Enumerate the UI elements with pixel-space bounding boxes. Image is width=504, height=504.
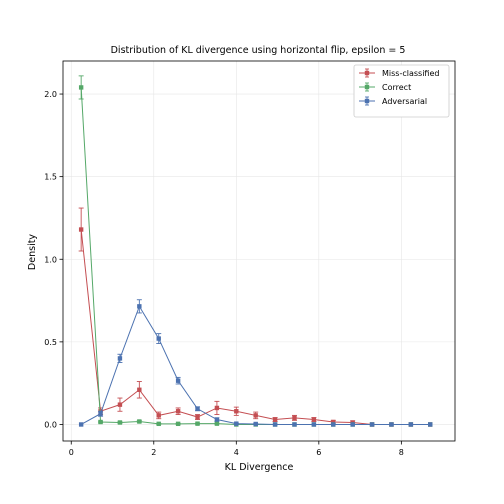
y-tick-label: 0.0 (44, 420, 57, 429)
data-point (175, 421, 181, 427)
legend-label: Adversarial (382, 97, 427, 106)
data-point (175, 378, 181, 383)
data-point (137, 419, 142, 424)
data-point (311, 422, 317, 427)
legend-label: Correct (382, 83, 411, 92)
data-point (175, 409, 181, 414)
legend-marker (364, 70, 370, 76)
data-point (214, 405, 220, 411)
data-point (350, 422, 355, 427)
data-point (272, 417, 278, 422)
data-point (369, 422, 375, 427)
legend: Miss-classified Correct Adversarial (353, 64, 450, 118)
chart-title: Distribution of KL divergence using hori… (111, 45, 406, 56)
axis-ticks: 0 2 4 6 8 0.0 0.5 1.0 1.5 2.0 (44, 90, 404, 457)
data-point (214, 417, 220, 422)
plot-series (78, 75, 433, 427)
data-point (253, 413, 258, 418)
data-point (234, 409, 239, 414)
data-point (428, 422, 433, 427)
data-point (408, 422, 414, 427)
legend-marker (364, 84, 370, 90)
x-tick-label: 0 (69, 448, 74, 457)
data-point (78, 227, 84, 232)
data-point (234, 421, 239, 426)
data-point (331, 419, 336, 425)
x-axis-label: KL Divergence (225, 462, 294, 473)
data-point (292, 422, 297, 427)
plot-frame (62, 60, 456, 442)
data-point (195, 406, 200, 411)
data-point (331, 422, 336, 427)
legend-label: Miss-classified (382, 69, 439, 78)
data-point (253, 421, 258, 427)
data-point (272, 422, 278, 427)
data-point (156, 421, 161, 427)
data-point (117, 402, 123, 407)
data-point (98, 419, 103, 425)
data-point (78, 85, 84, 90)
x-tick-label: 2 (151, 448, 156, 457)
data-point (98, 411, 103, 416)
x-tick-label: 8 (399, 448, 404, 457)
data-point (195, 421, 200, 426)
legend-box (353, 64, 450, 118)
data-point (311, 417, 317, 422)
data-point (137, 387, 142, 392)
data-point (214, 421, 220, 426)
data-point (117, 356, 123, 361)
x-tick-label: 4 (234, 448, 239, 457)
data-point (195, 414, 200, 420)
y-tick-label: 1.0 (44, 255, 57, 264)
y-tick-label: 2.0 (44, 90, 57, 99)
y-tick-label: 1.5 (44, 173, 57, 182)
data-point (389, 422, 394, 427)
x-tick-label: 6 (316, 448, 321, 457)
data-point (292, 415, 297, 421)
data-point (156, 336, 161, 341)
y-tick-label: 0.5 (44, 338, 57, 347)
data-point (78, 422, 84, 427)
legend-marker (364, 98, 370, 104)
data-point (156, 413, 161, 418)
series-adversarial (78, 299, 433, 427)
data-point (137, 304, 142, 309)
y-axis-label: Density (27, 234, 38, 270)
data-point (117, 420, 123, 425)
